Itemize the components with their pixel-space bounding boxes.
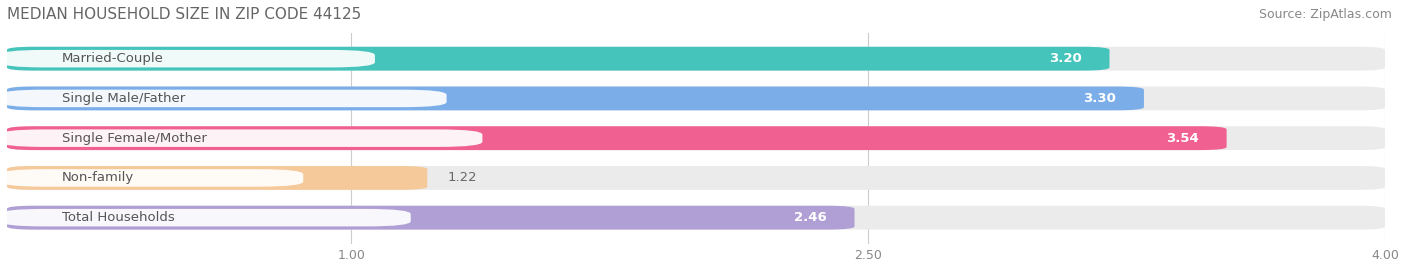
Text: Single Female/Mother: Single Female/Mother xyxy=(62,132,207,145)
FancyBboxPatch shape xyxy=(7,126,1226,150)
FancyBboxPatch shape xyxy=(7,126,1385,150)
FancyBboxPatch shape xyxy=(7,87,1144,110)
Text: 3.54: 3.54 xyxy=(1167,132,1199,145)
FancyBboxPatch shape xyxy=(7,47,1109,70)
Text: Married-Couple: Married-Couple xyxy=(62,52,165,65)
FancyBboxPatch shape xyxy=(0,50,375,68)
FancyBboxPatch shape xyxy=(7,87,1385,110)
FancyBboxPatch shape xyxy=(7,206,1385,229)
FancyBboxPatch shape xyxy=(7,206,855,229)
Text: Total Households: Total Households xyxy=(62,211,174,224)
FancyBboxPatch shape xyxy=(7,166,1385,190)
FancyBboxPatch shape xyxy=(7,47,1385,70)
FancyBboxPatch shape xyxy=(0,90,447,107)
Text: Non-family: Non-family xyxy=(62,171,135,185)
Text: Single Male/Father: Single Male/Father xyxy=(62,92,186,105)
FancyBboxPatch shape xyxy=(7,166,427,190)
FancyBboxPatch shape xyxy=(0,129,482,147)
Text: MEDIAN HOUSEHOLD SIZE IN ZIP CODE 44125: MEDIAN HOUSEHOLD SIZE IN ZIP CODE 44125 xyxy=(7,7,361,22)
Text: Source: ZipAtlas.com: Source: ZipAtlas.com xyxy=(1258,8,1392,21)
FancyBboxPatch shape xyxy=(0,209,411,226)
Text: 2.46: 2.46 xyxy=(794,211,827,224)
Text: 3.30: 3.30 xyxy=(1084,92,1116,105)
FancyBboxPatch shape xyxy=(0,169,304,187)
Text: 1.22: 1.22 xyxy=(449,171,478,185)
Text: 3.20: 3.20 xyxy=(1049,52,1083,65)
